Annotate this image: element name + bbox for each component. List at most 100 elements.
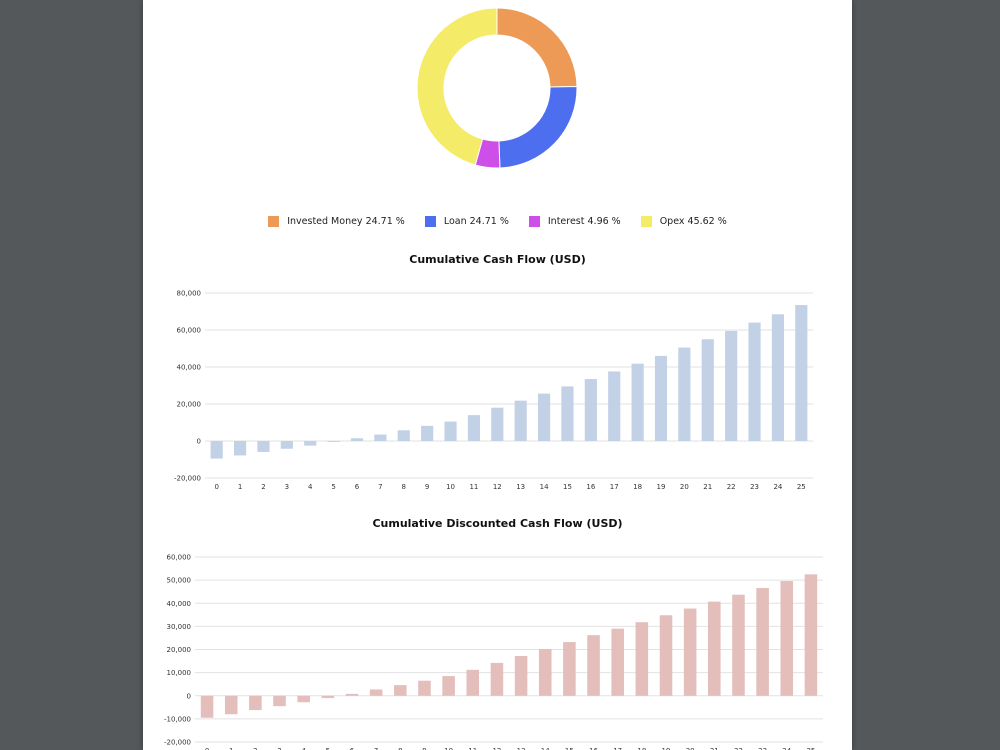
legend-swatch xyxy=(268,216,280,227)
bar-chart2-19 xyxy=(659,615,673,696)
legend-label: Invested Money 24.71 % xyxy=(287,216,405,227)
x-tick-label-chart2: 4 xyxy=(301,747,306,750)
bar-chart2-5 xyxy=(321,695,335,699)
y-tick-label-chart2: 40,000 xyxy=(167,600,192,608)
legend-item-invested-money: Invested Money 24.71 % xyxy=(268,216,405,227)
bar-chart1-10 xyxy=(444,421,457,441)
x-tick-label-chart1: 0 xyxy=(214,483,218,491)
x-tick-label-chart2: 22 xyxy=(734,747,743,750)
bar-chart2-15 xyxy=(563,642,576,696)
y-tick-label-chart2: 50,000 xyxy=(167,577,192,585)
x-tick-label-chart1: 21 xyxy=(703,483,712,491)
bar-chart2-21 xyxy=(708,601,721,696)
bar-chart2-2 xyxy=(249,695,262,711)
bar-chart2-3 xyxy=(273,695,286,707)
y-tick-label-chart2: 60,000 xyxy=(167,554,192,562)
bar-chart2-0 xyxy=(200,695,214,718)
x-tick-label-chart2: 7 xyxy=(374,747,378,750)
x-tick-label-chart2: 3 xyxy=(277,747,281,750)
y-tick-label-chart1: 40,000 xyxy=(177,364,202,372)
x-tick-label-chart2: 19 xyxy=(662,747,671,750)
x-tick-label-chart1: 10 xyxy=(446,483,455,491)
bar-chart2-16 xyxy=(587,635,600,696)
bar-chart1-6 xyxy=(350,438,364,441)
y-tick-label-chart1: -20,000 xyxy=(174,475,201,483)
bar-chart1-4 xyxy=(304,441,317,446)
x-tick-label-chart2: 8 xyxy=(398,747,402,750)
bar-chart1-24 xyxy=(771,314,785,441)
donut-slice-invested-money xyxy=(496,7,578,88)
x-tick-label-chart2: 20 xyxy=(686,747,695,750)
x-tick-label-chart2: 15 xyxy=(565,747,574,750)
bar-chart2-24 xyxy=(780,581,794,696)
bar-chart1-25 xyxy=(795,305,808,441)
bar-chart1-2 xyxy=(257,441,270,452)
bar-chart2-1 xyxy=(224,695,238,715)
x-tick-label-chart1: 18 xyxy=(633,483,642,491)
y-tick-label-chart2: -10,000 xyxy=(164,715,191,723)
bar-chart2-8 xyxy=(394,685,407,696)
x-tick-label-chart2: 0 xyxy=(205,747,209,750)
donut-slice-opex xyxy=(416,7,498,166)
legend-item-loan: Loan 24.71 % xyxy=(424,216,509,227)
y-tick-label-chart2: 10,000 xyxy=(167,669,192,677)
x-tick-label-chart2: 18 xyxy=(637,747,646,750)
x-tick-label-chart1: 24 xyxy=(773,483,782,491)
bar-chart2-20 xyxy=(683,608,697,696)
bar-chart1-23 xyxy=(748,322,761,441)
x-tick-label-chart2: 6 xyxy=(350,747,355,750)
bar-chart1-16 xyxy=(584,379,597,441)
bar-chart2-23 xyxy=(756,587,769,696)
bar-chart1-21 xyxy=(701,339,714,441)
bar-chart1-17 xyxy=(608,371,621,441)
y-tick-label-chart2: 20,000 xyxy=(167,646,192,654)
bar-chart1-22 xyxy=(725,330,738,441)
bar-chart1-12 xyxy=(491,407,504,441)
x-tick-label-chart1: 11 xyxy=(469,483,478,491)
bar-chart1-15 xyxy=(561,386,574,441)
bar-chart2-11 xyxy=(466,669,480,696)
legend-swatch xyxy=(640,216,652,227)
legend-swatch xyxy=(528,216,540,227)
x-tick-label-chart1: 25 xyxy=(797,483,806,491)
y-tick-label-chart1: 0 xyxy=(197,438,201,446)
x-tick-label-chart2: 23 xyxy=(758,747,767,750)
bar-chart2-17 xyxy=(611,628,624,696)
x-tick-label-chart2: 14 xyxy=(541,747,550,750)
x-tick-label-chart1: 23 xyxy=(750,483,759,491)
bar-chart1-11 xyxy=(467,415,481,441)
bar-chart2-13 xyxy=(514,655,528,696)
bar-chart1-13 xyxy=(514,400,527,441)
bar-chart2-12 xyxy=(490,662,504,696)
x-tick-label-chart1: 6 xyxy=(355,483,360,491)
bar-chart2-22 xyxy=(732,594,745,696)
bar-chart1-1 xyxy=(233,441,247,456)
y-tick-label-chart1: 80,000 xyxy=(177,290,202,298)
x-tick-label-chart2: 25 xyxy=(806,747,815,750)
x-tick-label-chart2: 11 xyxy=(468,747,477,750)
x-tick-label-chart2: 17 xyxy=(613,747,622,750)
x-tick-label-chart1: 22 xyxy=(727,483,736,491)
cash-flow-chart-title: Cumulative Cash Flow (USD) xyxy=(409,253,586,266)
bar-chart2-14 xyxy=(538,649,552,696)
x-tick-label-chart1: 3 xyxy=(285,483,289,491)
y-tick-label-chart1: 20,000 xyxy=(177,401,202,409)
x-tick-label-chart2: 5 xyxy=(326,747,330,750)
y-tick-label-chart2: 0 xyxy=(187,692,191,700)
x-tick-label-chart1: 4 xyxy=(308,483,313,491)
legend-swatch xyxy=(424,216,436,227)
y-tick-label-chart2: 30,000 xyxy=(167,623,192,631)
bar-chart1-8 xyxy=(397,430,410,441)
bar-chart1-0 xyxy=(210,441,223,459)
donut-slice-loan xyxy=(498,86,578,169)
bar-chart2-25 xyxy=(804,574,818,696)
legend-label: Loan 24.71 % xyxy=(443,216,509,227)
legend-item-opex: Opex 45.62 % xyxy=(640,216,727,227)
bar-chart2-4 xyxy=(297,695,310,703)
bar-chart1-14 xyxy=(537,393,551,441)
x-tick-label-chart2: 1 xyxy=(229,747,233,750)
legend-label: Opex 45.62 % xyxy=(659,216,727,227)
bar-chart1-19 xyxy=(654,355,668,441)
x-tick-label-chart1: 17 xyxy=(610,483,619,491)
